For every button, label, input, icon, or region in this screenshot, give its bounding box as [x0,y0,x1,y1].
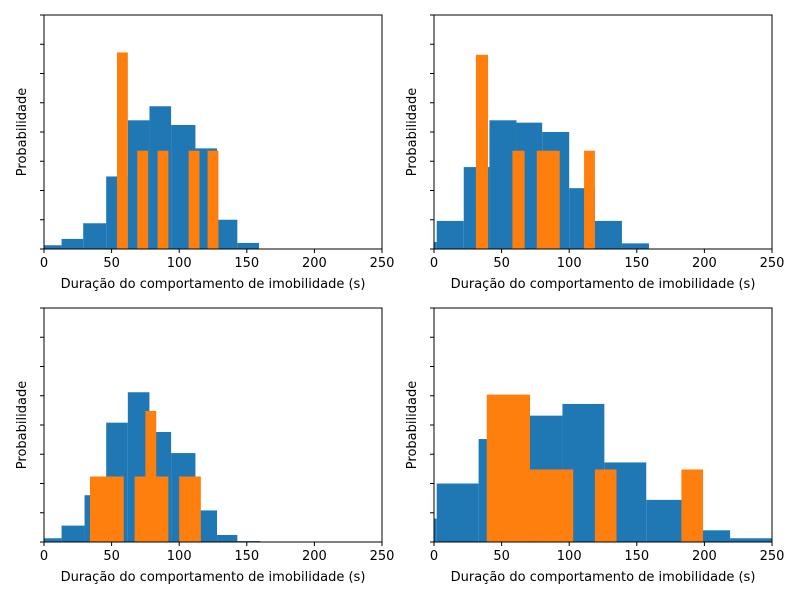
histogram-bar [512,150,525,249]
x-axis-label: Duração do comportamento de imobilidade … [451,277,756,292]
x-tick-label: 0 [40,549,48,564]
x-tick-label: 150 [234,549,259,564]
x-tick-label: 50 [493,549,510,564]
histogram-bar [179,476,201,542]
x-tick-label: 100 [557,549,582,564]
series-2-bars [475,54,595,249]
histogram-bar [237,242,259,249]
x-axis-label: Duração do comportamento de imobilidade … [451,570,756,585]
x-tick-label: 0 [40,256,48,271]
histogram-bar [688,530,731,542]
histogram-bar [730,538,772,542]
histogram-bar [536,150,560,249]
histogram-bar [44,245,62,249]
histogram-bar [434,518,437,542]
histogram-bar [646,499,689,542]
x-tick-label: 250 [370,256,395,271]
histogram-bar [594,469,617,542]
series-2-bars [89,410,201,542]
histogram-bar [217,534,238,542]
histogram-bar [157,150,169,249]
histogram-bar [436,483,479,542]
y-axis-label: Probabilidade [15,381,30,469]
histogram-bar [207,150,219,249]
histogram-bar [61,525,85,542]
histogram-bar [89,476,124,542]
histogram-bar [486,394,530,542]
histogram-bar [217,219,238,249]
x-tick-label: 100 [167,256,192,271]
histogram-bar [188,150,200,249]
histogram-bar [44,538,62,542]
y-axis-label: Probabilidade [405,381,420,469]
histogram-bar [434,241,437,249]
histogram-bar [117,52,128,249]
x-axis-label: Duração do comportamento de imobilidade … [61,570,366,585]
x-tick-label: 150 [234,256,259,271]
histogram-bar [137,150,149,249]
x-tick-label: 0 [430,256,438,271]
histogram-bar [584,150,595,249]
subplot-3: 0 50 100 150 200 250 Duração do comportamento … [15,307,395,585]
x-tick-label: 150 [624,549,649,564]
x-axis-label: Duração do comportamento de imobilidade … [61,277,366,292]
histogram-bar [83,223,107,249]
x-tick-label: 250 [760,549,785,564]
x-tick-label: 0 [430,549,438,564]
histogram-bar [681,469,704,542]
x-tick-label: 250 [760,256,785,271]
histogram-bar [436,220,464,249]
x-tick-label: 150 [624,256,649,271]
x-tick-label: 200 [302,256,327,271]
y-axis-label: Probabilidade [405,88,420,176]
x-tick-label: 250 [370,549,395,564]
histogram-bar [145,410,157,542]
x-tick-label: 200 [692,549,717,564]
histogram-bar [489,120,517,249]
series-2-bars [486,394,704,542]
x-tick-label: 200 [302,549,327,564]
histogram-bar [475,54,489,249]
x-tick-label: 200 [692,256,717,271]
histogram-bar [621,243,649,249]
histogram-bar [529,469,574,542]
x-tick-label: 50 [103,549,120,564]
x-tick-label: 100 [557,256,582,271]
x-tick-label: 50 [103,256,120,271]
subplot-4: 0 50 100 150 200 250 Duração do comportamento … [405,307,785,585]
x-tick-label: 100 [167,549,192,564]
series-2-bars [117,52,219,249]
histogram-bar [61,238,84,249]
x-tick-label: 50 [493,256,510,271]
histogram-bar [594,220,622,249]
subplot-2: 0 50 100 150 200 250 Duração do comportamento … [405,14,785,292]
subplot-1: 0 50 100 150 200 250 Duração do comportamento … [15,14,395,292]
y-axis-label: Probabilidade [15,88,30,176]
subplot-grid: 0 50 100 150 200 250 Duração do comportamento … [15,14,785,585]
